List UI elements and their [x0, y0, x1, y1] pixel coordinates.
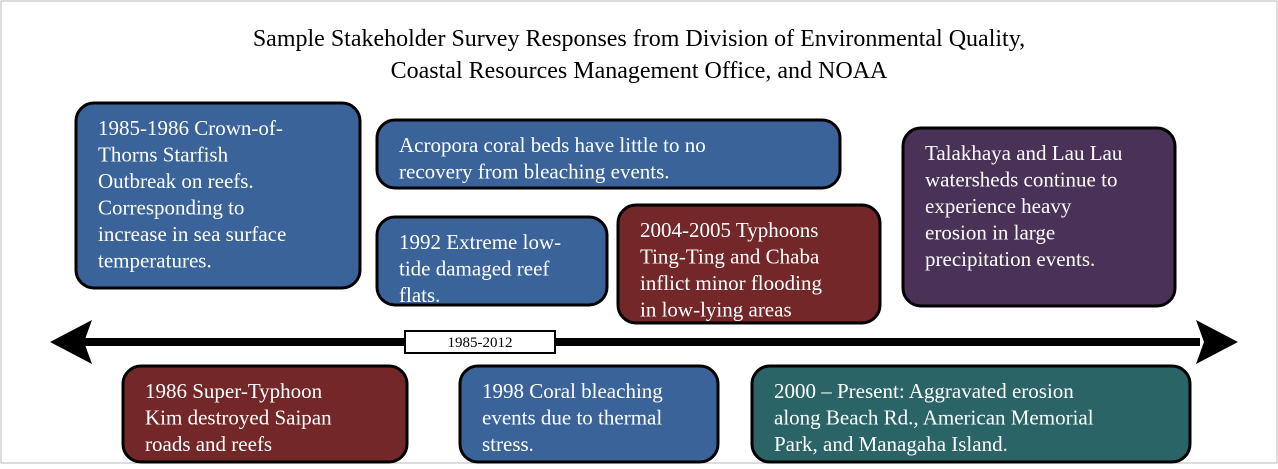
event-text: increase in sea surface	[98, 222, 286, 246]
event-text: recovery from bleaching events.	[399, 160, 670, 184]
timeline-label-box	[404, 330, 556, 354]
event-text: experience heavy	[925, 194, 1072, 218]
event-text: precipitation events.	[925, 247, 1095, 271]
event-text: inflict minor flooding	[640, 271, 822, 295]
event-text: 1986 Super-Typhoon	[145, 379, 323, 403]
event-text: Corresponding to	[98, 196, 244, 220]
event-text: temperatures.	[98, 249, 212, 273]
event-text: tide damaged reef	[399, 257, 549, 281]
event-text: Acropora coral beds have little to no	[399, 133, 706, 157]
event-text: Ting-Ting and Chaba	[640, 245, 820, 269]
event-text: Outbreak on reefs.	[98, 169, 254, 193]
event-text: 1998 Coral bleaching	[482, 379, 663, 403]
event-text: 1992 Extreme low-	[399, 230, 561, 254]
event-box	[375, 215, 609, 307]
event-box	[750, 364, 1192, 464]
event-box	[121, 364, 409, 464]
event-box	[375, 118, 842, 190]
title-line: Sample Stakeholder Survey Responses from…	[253, 26, 1025, 52]
event-text: Talakhaya and Lau Lau	[925, 141, 1123, 165]
arrow-right	[1196, 320, 1238, 364]
event-text: Kim destroyed Saipan	[145, 406, 332, 430]
arrow-left	[50, 320, 92, 364]
event-text: erosion in large	[925, 221, 1055, 245]
event-box	[458, 364, 720, 464]
event-text: along Beach Rd., American Memorial	[774, 406, 1094, 430]
title-line: Coastal Resources Management Office, and…	[391, 58, 888, 84]
event-text: Park, and Managaha Island.	[774, 432, 1008, 456]
event-text: 2000 – Present: Aggravated erosion	[774, 379, 1074, 403]
event-text: in low-lying areas	[640, 298, 792, 322]
event-text: 1985-1986 Crown-of-	[98, 116, 283, 140]
event-text: flats.	[399, 283, 440, 307]
event-box	[74, 101, 362, 290]
event-box	[616, 203, 882, 325]
event-text: events due to thermal	[482, 406, 662, 430]
event-text: stress.	[482, 432, 534, 456]
event-text: watersheds continue to	[925, 168, 1117, 192]
timeline-label: 1985-2012	[448, 335, 513, 351]
event-box	[901, 126, 1177, 308]
event-text: 2004-2005 Typhoons	[640, 218, 818, 242]
event-text: roads and reefs	[145, 432, 272, 456]
event-text: Thorns Starfish	[98, 143, 229, 167]
